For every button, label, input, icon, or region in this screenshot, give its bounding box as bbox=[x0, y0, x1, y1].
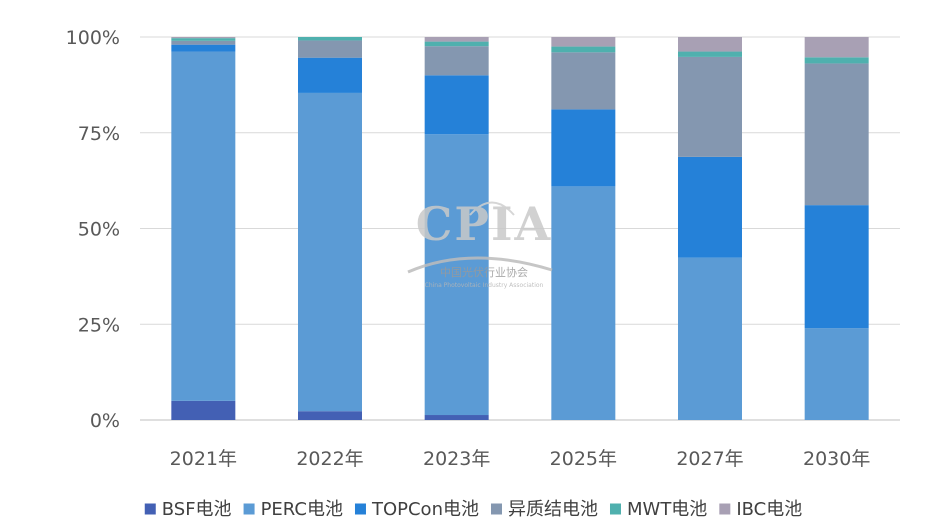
bar-segment bbox=[424, 415, 489, 420]
legend-swatch bbox=[243, 503, 255, 515]
watermark-title: CPIA bbox=[416, 197, 552, 251]
bar-segment bbox=[804, 328, 869, 420]
x-axis-ticks: 2021年 2022年 2023年 2025年 2027年 2030年 bbox=[170, 448, 871, 470]
gridlines bbox=[140, 36, 900, 421]
x-tick-label: 2021年 bbox=[170, 448, 237, 470]
watermark-subtitle-en: China Photovoltaic Industry Association bbox=[425, 282, 544, 289]
y-tick-label: 100% bbox=[66, 27, 120, 49]
bar-segment bbox=[804, 37, 869, 58]
bar-segment bbox=[171, 51, 236, 401]
bar-segment bbox=[551, 37, 616, 47]
x-tick-label: 2022年 bbox=[296, 448, 363, 470]
bar-segment bbox=[678, 156, 742, 258]
bar-segment bbox=[171, 38, 236, 41]
bar-segment bbox=[678, 37, 742, 52]
bar-segment bbox=[171, 37, 236, 39]
bar-segment bbox=[424, 134, 489, 416]
bar-segment bbox=[298, 40, 362, 58]
x-tick-label: 2023年 bbox=[423, 448, 490, 470]
bar-segment bbox=[298, 411, 362, 420]
bar-segment bbox=[298, 37, 362, 41]
legend-label: BSF电池 bbox=[162, 499, 232, 520]
legend-swatch bbox=[490, 503, 502, 515]
bar-segment bbox=[424, 41, 489, 47]
legend-item: BSF电池 bbox=[144, 499, 232, 520]
bar-segment bbox=[298, 57, 362, 93]
bar-segment bbox=[424, 46, 489, 76]
y-tick-label: 25% bbox=[78, 314, 120, 336]
bar-segment bbox=[424, 75, 489, 135]
bar-segment bbox=[551, 186, 616, 420]
cpia-watermark: CPIA 中国光伏行业协会 China Photovoltaic Industr… bbox=[407, 197, 553, 289]
y-tick-label: 75% bbox=[78, 123, 120, 145]
bar-segment bbox=[551, 46, 616, 53]
legend-item: 异质结电池 bbox=[490, 499, 598, 520]
x-tick-label: 2025年 bbox=[550, 448, 617, 470]
bar-segment bbox=[171, 44, 236, 52]
bar-segment bbox=[678, 56, 742, 157]
legend-label: TOPCon电池 bbox=[371, 499, 479, 520]
legend-item: IBC电池 bbox=[719, 499, 802, 520]
bar-segment bbox=[678, 51, 742, 57]
y-tick-label: 0% bbox=[90, 410, 120, 432]
bar-segment bbox=[298, 92, 362, 412]
legend-swatch bbox=[144, 503, 156, 515]
x-tick-label: 2030年 bbox=[803, 448, 870, 470]
bar-segment bbox=[678, 257, 742, 420]
legend-swatch bbox=[354, 503, 366, 515]
y-tick-label: 50% bbox=[78, 219, 120, 241]
legend-item: TOPCon电池 bbox=[354, 499, 479, 520]
watermark-swoosh bbox=[407, 256, 553, 274]
legend-label: 异质结电池 bbox=[508, 499, 598, 520]
y-axis-ticks: 0% 25% 50% 75% 100% bbox=[66, 27, 120, 432]
legend: BSF电池 PERC电池 TOPCon电池 异质结电池 MWT电池 IBC电池 bbox=[144, 499, 802, 520]
bar-segment bbox=[804, 63, 869, 206]
legend-label: MWT电池 bbox=[627, 499, 707, 520]
legend-item: PERC电池 bbox=[243, 499, 343, 520]
bar-segment bbox=[171, 400, 236, 420]
bar-segment bbox=[551, 52, 616, 110]
legend-label: IBC电池 bbox=[736, 499, 802, 520]
legend-label: PERC电池 bbox=[261, 499, 343, 520]
x-tick-label: 2027年 bbox=[676, 448, 743, 470]
legend-swatch bbox=[609, 503, 621, 515]
legend-swatch bbox=[719, 503, 731, 515]
bar-segment bbox=[171, 40, 236, 45]
bar-segment bbox=[804, 57, 869, 64]
bars bbox=[171, 37, 869, 420]
bar-segment bbox=[551, 109, 616, 187]
bar-segment bbox=[804, 205, 869, 329]
watermark-subtitle: 中国光伏行业协会 bbox=[440, 265, 528, 279]
legend-item: MWT电池 bbox=[609, 499, 707, 520]
sun-arc-icon bbox=[469, 201, 515, 216]
bar-segment bbox=[424, 37, 489, 42]
